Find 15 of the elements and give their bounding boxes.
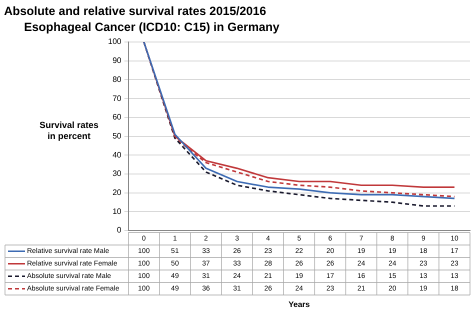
- y-axis-title: Survival rates in percent: [38, 120, 100, 142]
- y-tick-label: 90: [112, 56, 122, 66]
- y-tick-label: 10: [112, 206, 122, 216]
- y-tick-label: 80: [112, 74, 122, 84]
- y-tick-label: 50: [112, 131, 122, 140]
- y-tick-label: 60: [112, 112, 122, 122]
- y-tick-label: 30: [112, 169, 122, 178]
- y-tick-label: 0: [116, 226, 122, 235]
- y-tick-label: 20: [112, 188, 122, 198]
- text: Years: [288, 300, 310, 310]
- chart-title: Absolute and relative survival rates 2015/2016: [4, 3, 268, 19]
- chart-subtitle: Esophageal Cancer (ICD10: C15) in Germany: [23, 19, 280, 35]
- y-tick-label: 40: [112, 150, 122, 160]
- y-tick-label: 70: [112, 94, 122, 103]
- y-tick-label: 100: [108, 37, 122, 46]
